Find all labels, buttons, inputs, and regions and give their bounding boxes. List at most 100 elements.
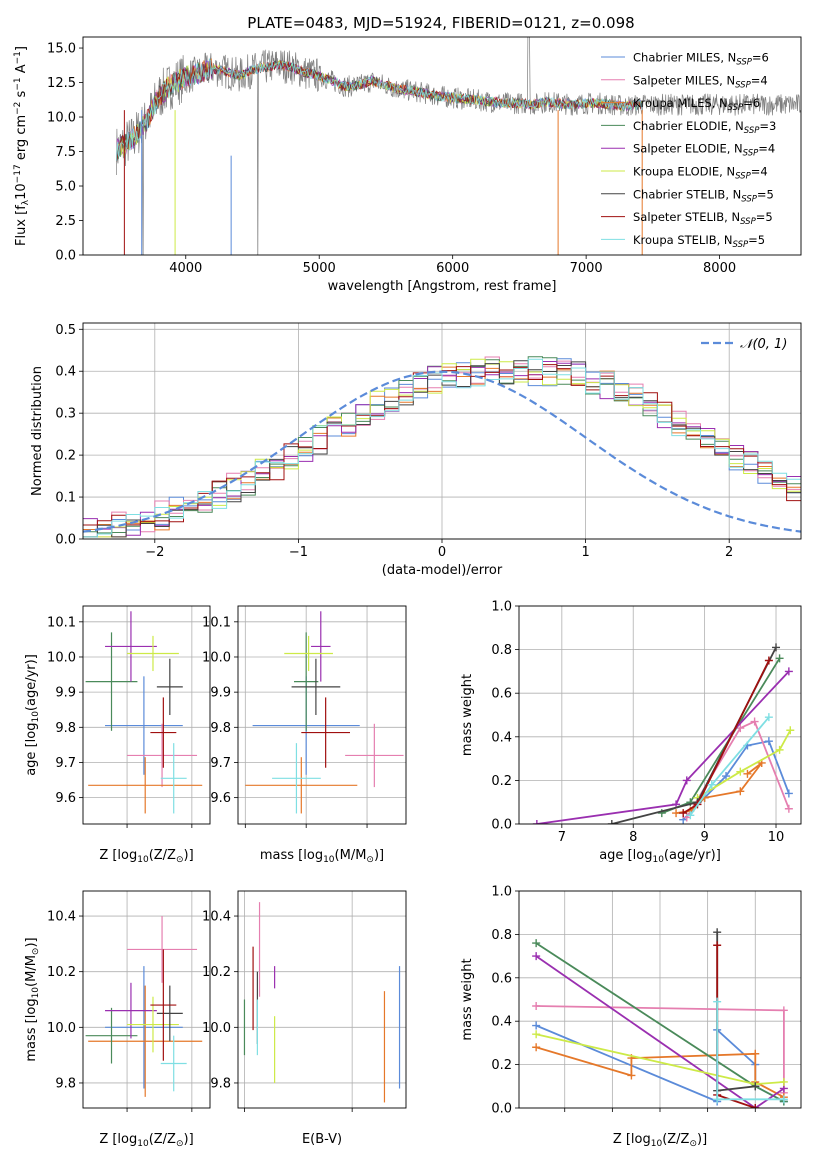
weight-line-salpeter_elodie: [535, 955, 785, 1108]
y-tick-label: 0.8: [491, 643, 512, 658]
weight-marker-kroupa_stelib: [686, 811, 695, 820]
y-axis-label-part: −17: [13, 164, 23, 183]
y-axis-label: age [log10(age/yr)]: [24, 654, 41, 776]
legend-label-text: Chabrier MILES, N: [633, 51, 736, 65]
weights-plot-area: [532, 928, 788, 1108]
y-tick-label: 10.2: [47, 965, 76, 980]
y-tick-label: 0.8: [491, 928, 512, 943]
x-axis-label-part: 10: [137, 855, 149, 865]
weight-marker-kroupa_elodie: [786, 726, 795, 735]
x-axis-label: Z [log10(Z/Z⊙)]: [99, 1132, 193, 1149]
x-axis-label: Z [log10(Z/Z⊙)]: [613, 1132, 707, 1149]
legend-label-value: =5: [748, 233, 765, 247]
y-tick-label: 0.1: [55, 491, 76, 506]
weight-marker-chabrier_miles: [764, 737, 773, 746]
weight-marker-salpeter_elodie: [532, 952, 541, 961]
x-axis-label: Z [log10(Z/Z⊙)]: [99, 848, 193, 865]
y-axis-label-part: 10: [31, 711, 41, 723]
legend-label-value: =4: [751, 165, 768, 179]
x-axis-label-part: mass [log: [260, 848, 323, 863]
weight-marker-chabrier_elodie: [532, 939, 541, 948]
x-axis-label-part: )]: [697, 1132, 707, 1147]
weight-marker-kroupa_miles: [736, 787, 745, 796]
y-tick-label: 10.0: [202, 1021, 231, 1036]
weight-marker-kroupa_elodie: [775, 745, 784, 754]
y-tick-label: 0.4: [55, 365, 76, 380]
y-tick-label: 10.4: [202, 910, 231, 925]
axes-frame: [518, 605, 802, 825]
weight-marker-kroupa_stelib: [764, 713, 773, 722]
x-axis-label: E(B-V): [302, 1132, 342, 1147]
y-tick-label: 10.2: [202, 965, 231, 980]
axes-frame: [82, 322, 802, 540]
chart-spectrum: 4000 5000 6000 7000 8000 0.0 2.5 5.0 7.5 10.0 12.5…: [13, 36, 802, 294]
y-axis-label: Normed distribution: [30, 366, 45, 496]
legend-label-salpeter_miles: Salpeter MILES, NSSP=4: [633, 73, 768, 90]
errorbar-plot-area: [243, 902, 401, 1103]
y-tick-label: 9.6: [210, 791, 231, 806]
y-tick-label: 10.0: [47, 111, 76, 126]
y-axis-label-part: ⊙: [31, 948, 41, 956]
y-tick-label: 10.0: [47, 650, 76, 665]
y-tick-label: 9.8: [55, 721, 76, 736]
legend-label-kroupa_stelib: Kroupa STELIB, NSSP=5: [633, 233, 765, 250]
axes-frame: [82, 36, 802, 256]
weight-marker-chabrier_elodie: [775, 654, 784, 663]
legend-label-value: =4: [758, 142, 775, 156]
x-axis-label-part: (Z/Z: [149, 848, 176, 863]
y-tick-label: 12.5: [47, 76, 76, 91]
y-axis-label-part: −2: [13, 102, 23, 115]
y-axis-label-part: (age/yr)]: [24, 654, 39, 711]
x-axis-label-part: Z [log: [99, 1132, 137, 1147]
legend-label-kroupa_elodie: Kroupa ELODIE, NSSP=4: [633, 165, 768, 182]
y-axis-label-part: −1: [13, 51, 23, 64]
weight-line-salpeter_elodie: [536, 670, 790, 824]
weight-marker-kroupa_miles: [751, 1049, 760, 1058]
y-tick-label: 0.0: [491, 818, 512, 833]
model-spectrum-kroupa_stelib: [116, 57, 643, 162]
x-tick-label: 4000: [169, 261, 202, 276]
x-axis-label-part: )]: [184, 848, 194, 863]
axes-frame: [82, 890, 211, 1109]
x-tick-label: 0: [438, 545, 446, 560]
y-axis-label-part: ]: [14, 46, 29, 51]
y-tick-label: 0.6: [491, 687, 512, 702]
y-tick-label: 9.8: [210, 721, 231, 736]
weight-marker-salpeter_elodie: [784, 667, 793, 676]
weight-marker-kroupa_elodie: [779, 1077, 788, 1086]
errorbar-plot-area: [245, 611, 404, 814]
axes-frame: [518, 890, 802, 1109]
x-tick-label: 9: [700, 830, 708, 845]
y-tick-label: 10.1: [47, 615, 76, 630]
chart-age_vs_Z: 9.69.79.89.910.010.1Z [log10(Z/Z⊙)]age […: [24, 605, 211, 865]
y-tick-label: 10.1: [202, 615, 231, 630]
normal-distribution-curve: [83, 370, 801, 533]
y-tick-label: 15.0: [47, 42, 76, 57]
x-axis-label-part: Z [log: [613, 1132, 651, 1147]
weight-line-kroupa_elodie: [697, 729, 792, 799]
y-tick-label: 0.6: [491, 971, 512, 986]
weight-marker-kroupa_stelib: [707, 780, 716, 789]
weight-marker-kroupa_miles: [532, 1043, 541, 1052]
y-tick-label: 0.2: [491, 1058, 512, 1073]
legend-label-text: Kroupa MILES, N: [633, 96, 728, 110]
chart-weight_vs_Z: 0.0 0.2 0.4 0.6 0.8 1.0 Z [log10(Z/Z⊙)] mass we…: [460, 885, 802, 1149]
legend-label-text: Chabrier ELODIE, N: [633, 119, 744, 133]
x-axis-label: (data-model)/error: [382, 563, 503, 578]
x-axis-label-part: 10: [651, 1139, 663, 1149]
y-axis-label: mass weight: [460, 958, 475, 1040]
legend-label-sub: SSP: [744, 126, 760, 136]
x-axis-label-part: ⊙: [176, 1139, 184, 1149]
weight-marker-kroupa_miles: [743, 769, 752, 778]
weight-marker-salpeter_elodie: [682, 776, 691, 785]
figure-title: PLATE=0483, MJD=51924, FIBERID=0121, z=0…: [247, 14, 634, 32]
y-axis-label-part: )]: [24, 937, 39, 947]
x-axis-label-part: ⊙: [689, 1139, 697, 1149]
y-axis-label-part: 10: [14, 183, 29, 200]
weight-marker-chabrier_miles: [532, 1021, 541, 1030]
x-tick-label: 5000: [303, 261, 336, 276]
legend-label-text: Kroupa STELIB, N: [633, 233, 733, 247]
y-axis-label-part: 10: [31, 987, 41, 999]
